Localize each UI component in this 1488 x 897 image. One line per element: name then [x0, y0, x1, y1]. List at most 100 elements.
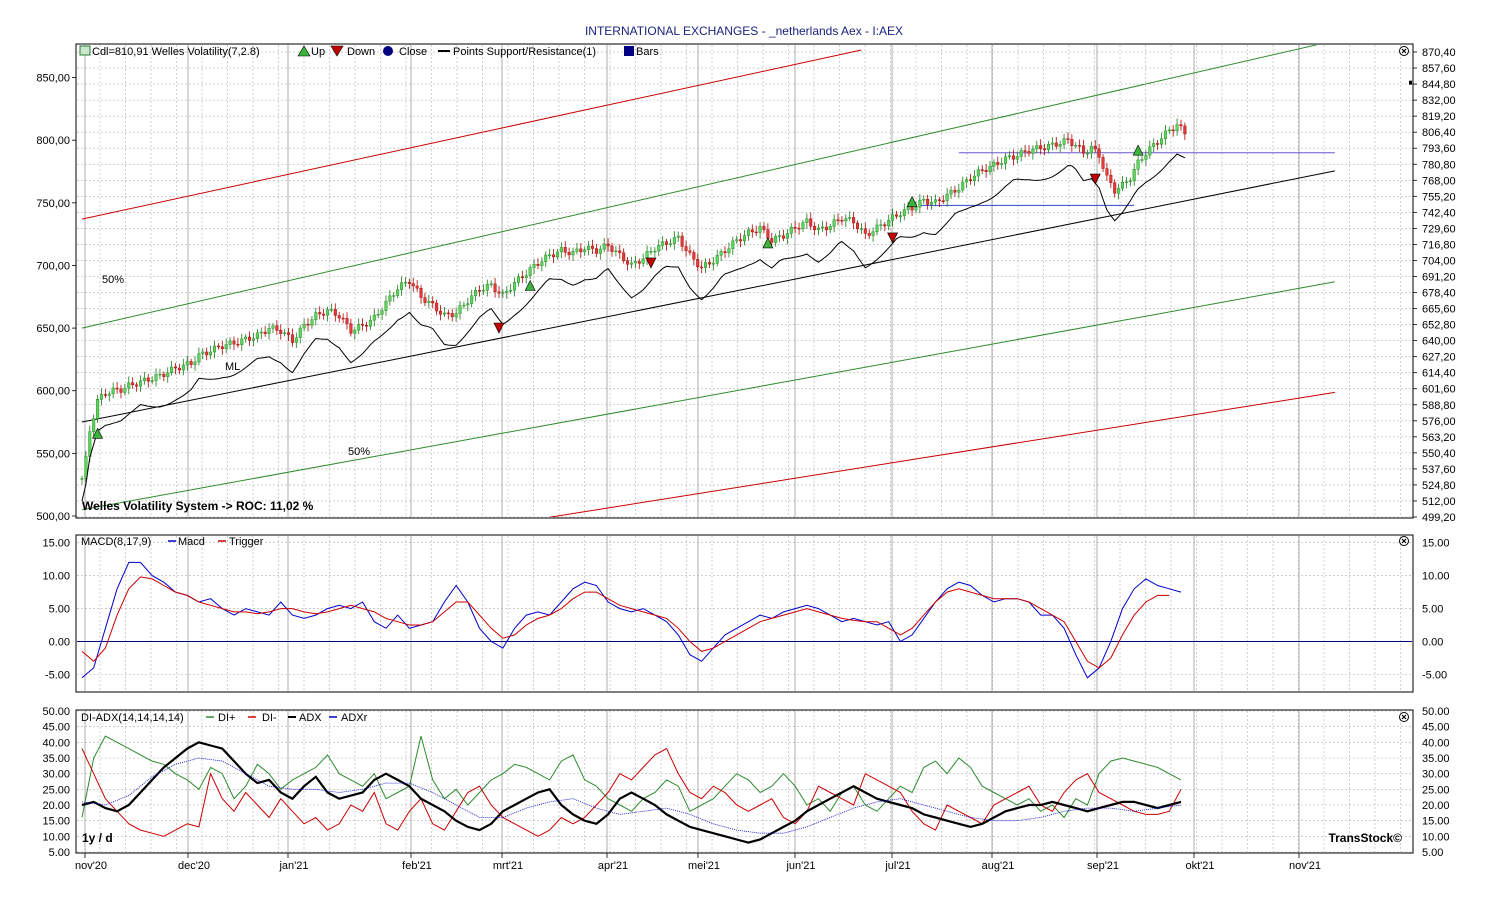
signal-up-marker [524, 279, 536, 291]
candle-body [1156, 143, 1160, 145]
candle-body [345, 318, 349, 324]
series-adxr [81, 757, 1182, 834]
candle-body [322, 313, 326, 316]
candle-body [587, 245, 591, 250]
candle-body [384, 300, 388, 311]
candle-body [824, 226, 828, 231]
close-macd-panel-button[interactable] [1399, 536, 1409, 546]
trendline-upper-50% [81, 45, 1319, 329]
x-tick-label: aug'21 [982, 860, 1015, 872]
candle-body [396, 289, 400, 296]
candle-body [170, 366, 174, 374]
candle-body [111, 387, 115, 395]
legend-adx: ADX [299, 712, 322, 724]
left-tick-label: 850,00 [36, 73, 70, 85]
candle-body [1124, 181, 1128, 183]
adx-left-tick: 35.00 [42, 753, 70, 765]
candle-body [1093, 146, 1097, 150]
candle-body [704, 262, 708, 268]
candle-body [470, 295, 474, 304]
candle-body [505, 290, 509, 293]
candle-body [984, 170, 988, 172]
candle-body [1004, 156, 1008, 164]
candle-body [598, 248, 602, 254]
right-tick-label: 512,00 [1422, 496, 1456, 508]
candle-body [1082, 145, 1086, 154]
x-tick-label: sep'21 [1087, 860, 1119, 872]
candle-body [1148, 146, 1152, 156]
adx-left-tick: 10.00 [42, 831, 70, 843]
macd-right-tick: 15.00 [1422, 538, 1450, 550]
signal-down-marker [493, 322, 505, 334]
candle-body [1179, 124, 1183, 127]
legend-cdl: Cdl=810,91 Welles Volatility(7,2.8) [92, 46, 260, 58]
candle-body [267, 328, 271, 334]
price-panel [75, 43, 1414, 519]
candle-body [941, 200, 945, 202]
candle-body [563, 247, 567, 253]
candle-body [279, 330, 283, 334]
right-tick-label: 742,40 [1422, 207, 1456, 219]
candle-body [294, 337, 298, 343]
adx-right-tick: 25.00 [1422, 784, 1450, 796]
right-tick-label: 524,80 [1422, 480, 1456, 492]
signal-up-marker [906, 195, 918, 207]
x-tick-label: jul'21 [884, 860, 910, 872]
candle-body [138, 380, 142, 387]
candle-body [96, 399, 100, 419]
candle-body [641, 258, 645, 264]
close-adx-panel-button[interactable] [1399, 712, 1409, 722]
candle-body [497, 291, 501, 294]
legend-support: Points Support/Resistance(1) [453, 46, 596, 58]
candle-body [1101, 157, 1105, 169]
x-tick-label: apr'21 [598, 860, 628, 872]
candle-body [918, 199, 922, 208]
candle-body [972, 175, 976, 181]
candle-body [969, 179, 973, 181]
candle-body [743, 235, 747, 242]
candle-body [933, 199, 937, 203]
candle-body [711, 262, 715, 265]
candle-body [567, 252, 571, 256]
candle-body [832, 219, 836, 227]
candle-body [723, 251, 727, 254]
candle-body [493, 283, 497, 292]
candle-body [361, 324, 365, 326]
candle-body [688, 250, 692, 253]
candle-body [251, 338, 255, 341]
right-tick-label: 819,20 [1422, 111, 1456, 123]
candle-body [427, 300, 431, 303]
trendline-ML [81, 170, 1335, 423]
close-price-panel-button[interactable] [1399, 46, 1409, 56]
adx-right-tick: 45.00 [1422, 722, 1450, 734]
candle-body [357, 324, 361, 331]
candle-body [735, 239, 739, 242]
last-price-marker [1409, 80, 1412, 85]
left-tick-label: 800,00 [36, 135, 70, 147]
candle-body [844, 218, 848, 222]
candle-body [135, 384, 139, 387]
left-tick-label: 750,00 [36, 198, 70, 210]
candle-body [1159, 138, 1163, 145]
right-tick-label: 716,80 [1422, 239, 1456, 251]
candle-body [1070, 139, 1074, 146]
candle-body [283, 332, 287, 334]
adx-right-tick: 20.00 [1422, 800, 1450, 812]
candle-body [1023, 150, 1027, 152]
right-tick-label: 665,60 [1422, 304, 1456, 316]
x-tick-label: okt'21 [1185, 860, 1214, 872]
candle-body [439, 310, 443, 315]
candle-body [423, 297, 427, 303]
candle-body [481, 290, 485, 292]
candle-body [785, 233, 789, 239]
candle-body [930, 202, 934, 205]
candle-body [228, 340, 232, 345]
down-triangle-icon [330, 45, 344, 57]
candle-icon [79, 45, 91, 56]
candle-body [415, 285, 419, 289]
square-icon [624, 46, 634, 56]
close-icon [1401, 714, 1407, 720]
candle-body [92, 418, 96, 432]
macd-right-tick: 5.00 [1422, 604, 1443, 616]
